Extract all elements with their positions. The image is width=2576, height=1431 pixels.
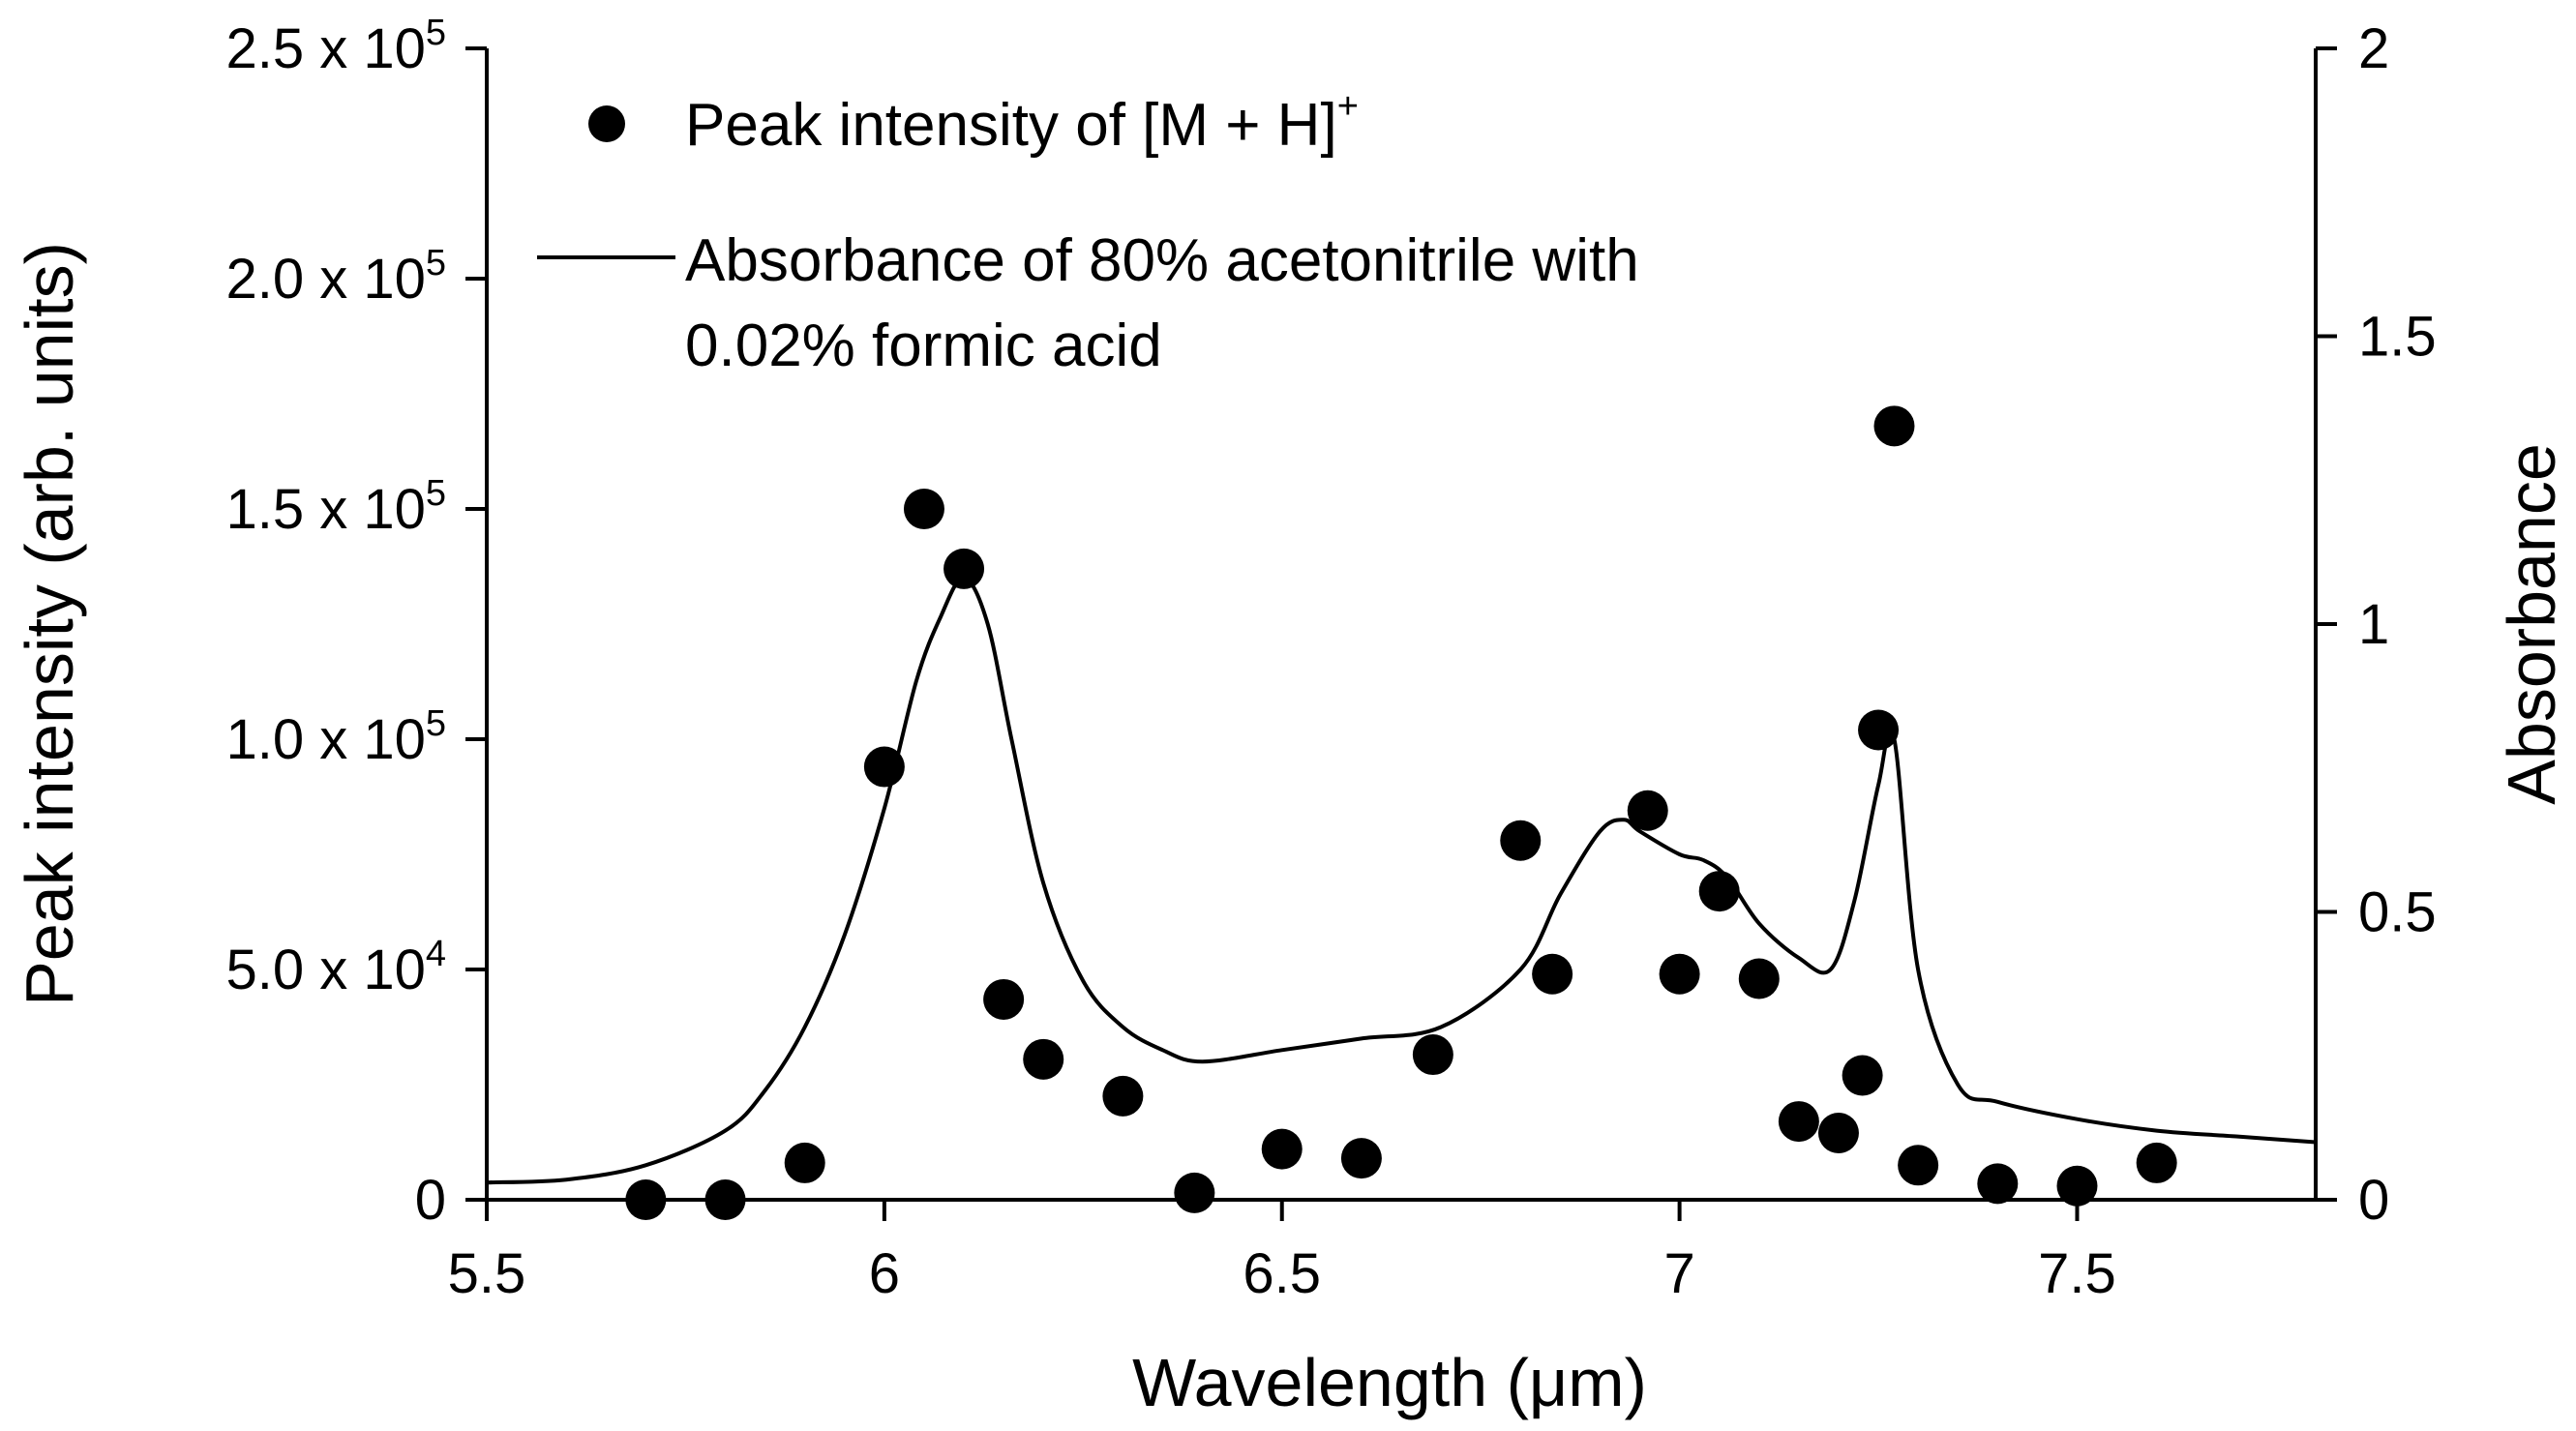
- left-tick-mantissa: 2.0 x 10: [225, 248, 425, 311]
- legend-scatter-marker: [588, 105, 625, 142]
- peak-intensity-point: [1898, 1145, 1939, 1186]
- left-tick-exponent: 5: [426, 243, 446, 283]
- peak-intensity-point: [1698, 871, 1740, 912]
- x-tick-label: 5.5: [448, 1242, 526, 1305]
- right-tick-label: 1: [2358, 593, 2389, 656]
- peak-intensity-point: [1858, 709, 1900, 751]
- peak-intensity-point: [2056, 1165, 2098, 1207]
- peak-intensity-point: [944, 548, 985, 589]
- axes: [485, 48, 2318, 1202]
- left-tick-exponent: 4: [426, 934, 446, 974]
- peak-intensity-point: [903, 489, 944, 529]
- left-tick-label: 5.0 x 104: [225, 934, 446, 1001]
- peak-intensity-point: [625, 1179, 667, 1220]
- x-tick-label: 7: [1663, 1242, 1694, 1305]
- absorbance-series: [486, 576, 2317, 1185]
- left-tick-exponent: 5: [426, 13, 446, 53]
- left-tick-mantissa: 5.0 x 10: [225, 939, 425, 1001]
- right-axis-ticks: 0 0.5 1 1.5 2: [2316, 17, 2437, 1232]
- x-tick-label: 6: [869, 1242, 900, 1305]
- left-tick-label: 2.0 x 105: [225, 243, 446, 311]
- peak-intensity-point: [1261, 1128, 1303, 1170]
- absorbance-line: [486, 576, 2317, 1185]
- left-tick-label: 2.5 x 105: [225, 13, 446, 80]
- peak-intensity-point: [784, 1142, 825, 1183]
- x-axis-title: Wavelength (μm): [1132, 1345, 1647, 1420]
- legend: Peak intensity of [M + H]+ Absorbance of…: [537, 86, 1639, 379]
- peak-intensity-point: [1023, 1038, 1064, 1080]
- right-tick-label: 2: [2358, 17, 2389, 80]
- left-tick-mantissa: 0: [415, 1169, 446, 1232]
- peak-intensity-point: [1627, 790, 1668, 831]
- left-tick-exponent: 5: [426, 473, 446, 514]
- peak-intensity-point: [704, 1179, 746, 1220]
- peak-intensity-point: [1873, 405, 1915, 447]
- legend-line-label-line2: 0.02% formic acid: [685, 313, 1162, 379]
- legend-line-label-line1: Absorbance of 80% acetonitrile with: [685, 227, 1639, 294]
- peak-intensity-series: [625, 405, 2177, 1220]
- x-tick-label: 7.5: [2038, 1242, 2116, 1305]
- legend-scatter-sup: +: [1337, 86, 1359, 127]
- peak-intensity-point: [1817, 1112, 1859, 1153]
- left-tick-mantissa: 2.5 x 10: [225, 17, 425, 80]
- right-tick-label: 1.5: [2358, 306, 2437, 369]
- peak-intensity-point: [1778, 1101, 1819, 1143]
- peak-intensity-point: [863, 746, 905, 788]
- x-axis-ticks: 5.5 6 6.5 7 7.5: [448, 1200, 2116, 1305]
- right-tick-label: 0.5: [2358, 881, 2437, 944]
- left-tick-mantissa: 1.5 x 10: [225, 478, 425, 541]
- legend-scatter-text: Peak intensity of [M + H]: [685, 92, 1337, 159]
- left-tick-mantissa: 1.0 x 10: [225, 708, 425, 771]
- peak-intensity-point: [1174, 1172, 1215, 1213]
- right-tick-label: 0: [2358, 1169, 2389, 1232]
- peak-intensity-point: [1102, 1075, 1144, 1117]
- left-tick-label: 1.0 x 105: [225, 703, 446, 771]
- right-axis-title: Absorbance: [2494, 443, 2569, 805]
- peak-intensity-point: [1738, 958, 1780, 999]
- left-tick-exponent: 5: [426, 703, 446, 744]
- peak-intensity-point: [1500, 820, 1542, 861]
- left-tick-label: 0: [415, 1169, 446, 1232]
- legend-scatter-label: Peak intensity of [M + H]+: [685, 86, 1359, 159]
- peak-intensity-point: [1659, 953, 1700, 995]
- peak-intensity-point: [1977, 1163, 2019, 1205]
- left-axis-title: Peak intensity (arb. units): [12, 242, 87, 1006]
- peak-intensity-point: [1412, 1034, 1453, 1076]
- peak-intensity-point: [983, 978, 1025, 1020]
- left-tick-label: 1.5 x 105: [225, 473, 446, 541]
- peak-intensity-point: [1340, 1138, 1382, 1179]
- peak-intensity-point: [1842, 1055, 1883, 1096]
- x-tick-label: 6.5: [1243, 1242, 1321, 1305]
- peak-intensity-point: [2136, 1142, 2177, 1183]
- peak-intensity-point: [1532, 953, 1573, 995]
